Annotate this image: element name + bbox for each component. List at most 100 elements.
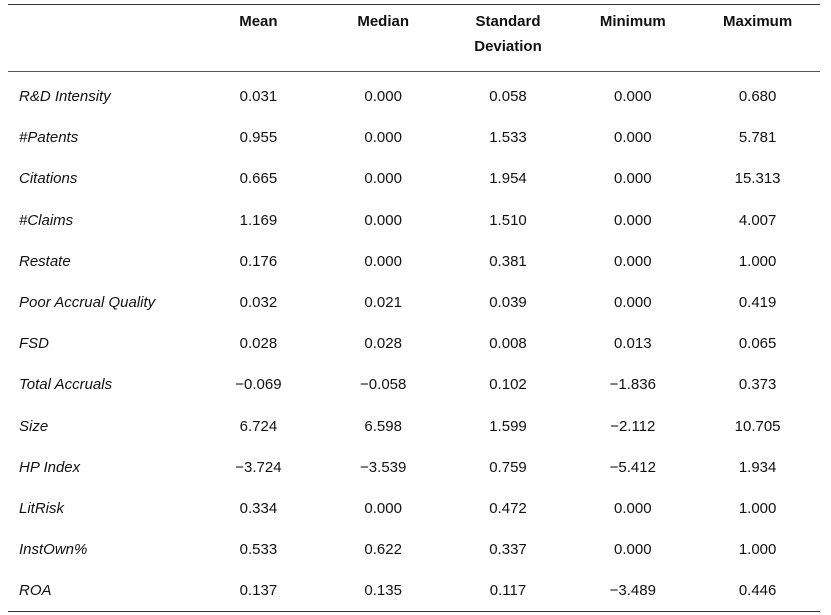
header-maximum: Maximum [695,4,820,72]
cell-minimum: 0.013 [614,335,652,353]
cell-minimum: 0.000 [614,129,652,147]
cell-std-dev: 1.510 [489,211,527,229]
cell-median: 0.000 [364,129,402,147]
row-label: #Patents [19,129,79,147]
cell-maximum: 0.065 [738,335,777,353]
cell-maximum: 0.373 [738,376,777,394]
table-header: Mean Median Standard Deviation Minimum M… [8,4,820,72]
cell-std-dev: 0.117 [445,570,571,613]
table-row: #Claims 1.169 0.000 1.510 0.000 4.007 [8,200,820,241]
cell-mean: 0.665 [239,170,278,188]
cell-mean: 0.533 [239,541,278,559]
cell-median: 0.028 [364,335,402,353]
cell-minimum: −2.112 [610,417,656,435]
cell-std-dev: 1.599 [489,417,527,435]
cell-maximum: 5.781 [738,129,777,147]
cell-mean: −0.069 [235,376,282,394]
table-row: Citations 0.665 0.000 1.954 0.000 15.313 [8,158,820,199]
cell-mean: −3.724 [235,458,282,476]
row-label: Total Accruals [19,376,113,394]
row-label: HP Index [19,458,81,476]
cell-std-dev: 0.102 [489,376,527,394]
table-row: ROA 0.137 0.135 0.117 −3.489 0.446 [8,570,820,613]
cell-minimum: −1.836 [609,376,656,394]
header-variable [8,4,196,72]
row-label: Poor Accrual Quality [19,294,156,312]
cell-median: 6.598 [364,417,402,435]
cell-minimum: 0.000 [614,211,652,229]
header-median: Median [320,4,446,72]
header-row: Mean Median Standard Deviation Minimum M… [8,4,820,72]
cell-maximum: 15.313 [734,170,781,188]
header-mean: Mean [196,4,321,72]
cell-median: −0.058 [360,376,407,394]
cell-maximum: 0.680 [738,88,777,106]
cell-minimum: 0.000 [614,88,652,106]
row-label: #Claims [19,211,74,229]
row-label: LitRisk [19,499,65,517]
cell-minimum: 0.000 [614,170,652,188]
cell-median: 0.000 [364,252,402,270]
row-label: Citations [19,170,78,188]
cell-median: 0.000 [364,170,402,188]
table-row: Total Accruals −0.069 −0.058 0.102 −1.836 0.3… [8,364,820,405]
cell-maximum: 1.000 [738,252,777,270]
cell-maximum: 1.000 [738,499,777,517]
row-label: R&D Intensity [19,88,111,106]
cell-maximum: 1.000 [738,541,777,559]
cell-std-dev: 1.533 [489,129,527,147]
row-label: ROA [8,570,196,613]
row-label: Restate [19,252,71,270]
table-row: LitRisk 0.334 0.000 0.472 0.000 1.000 [8,488,820,529]
row-label: InstOwn% [19,541,88,559]
cell-std-dev: 0.058 [489,88,527,106]
header-standard-deviation: Standard Deviation [445,4,571,72]
table-row: HP Index −3.724 −3.539 0.759 −5.412 1.934 [8,447,820,488]
header-minimum: Minimum [570,4,696,72]
table-row: InstOwn% 0.533 0.622 0.337 0.000 1.000 [8,529,820,570]
cell-std-dev: 0.759 [489,458,527,476]
cell-median: 0.000 [364,499,402,517]
cell-minimum: 0.000 [614,252,652,270]
cell-median: 0.021 [364,294,402,312]
cell-std-dev: 0.337 [489,541,527,559]
cell-mean: 1.169 [239,211,278,229]
row-label: Size [19,417,49,435]
table-row: Restate 0.176 0.000 0.381 0.000 1.000 [8,241,820,282]
cell-mean: 0.031 [239,88,278,106]
cell-mean: 0.137 [196,570,321,613]
table-row: FSD 0.028 0.028 0.008 0.013 0.065 [8,323,820,364]
cell-minimum: 0.000 [614,294,652,312]
cell-median: −3.539 [360,458,407,476]
cell-mean: 0.955 [239,129,278,147]
cell-mean: 0.334 [239,499,278,517]
cell-minimum: −5.412 [609,458,656,476]
cell-minimum: 0.000 [614,499,652,517]
cell-minimum: 0.000 [614,541,652,559]
cell-median: 0.000 [364,211,402,229]
cell-mean: 6.724 [239,417,278,435]
cell-std-dev: 0.039 [489,294,527,312]
cell-median: 0.135 [320,570,446,613]
cell-std-dev: 0.381 [489,252,527,270]
cell-maximum: 0.446 [695,570,820,613]
table-row: #Patents 0.955 0.000 1.533 0.000 5.781 [8,117,820,158]
cell-std-dev: 1.954 [489,170,527,188]
cell-maximum: 4.007 [738,211,777,229]
cell-median: 0.622 [364,541,402,559]
row-label: FSD [19,335,49,353]
cell-median: 0.000 [364,88,402,106]
cell-maximum: 1.934 [738,458,777,476]
cell-std-dev: 0.472 [489,499,527,517]
cell-maximum: 10.705 [734,417,781,435]
table-row: R&D Intensity 0.031 0.000 0.058 0.000 0.680 [8,72,820,118]
cell-minimum: −3.489 [570,570,696,613]
table-row: Poor Accrual Quality 0.032 0.021 0.039 0.000… [8,282,820,323]
descriptive-statistics-table: Mean Median Standard Deviation Minimum M… [8,4,820,613]
cell-std-dev: 0.008 [489,335,527,353]
cell-maximum: 0.419 [738,294,777,312]
cell-mean: 0.028 [239,335,278,353]
cell-mean: 0.032 [239,294,278,312]
statistics-table-container: Mean Median Standard Deviation Minimum M… [8,4,820,613]
table-row: Size 6.724 6.598 1.599 −2.112 10.705 [8,406,820,447]
